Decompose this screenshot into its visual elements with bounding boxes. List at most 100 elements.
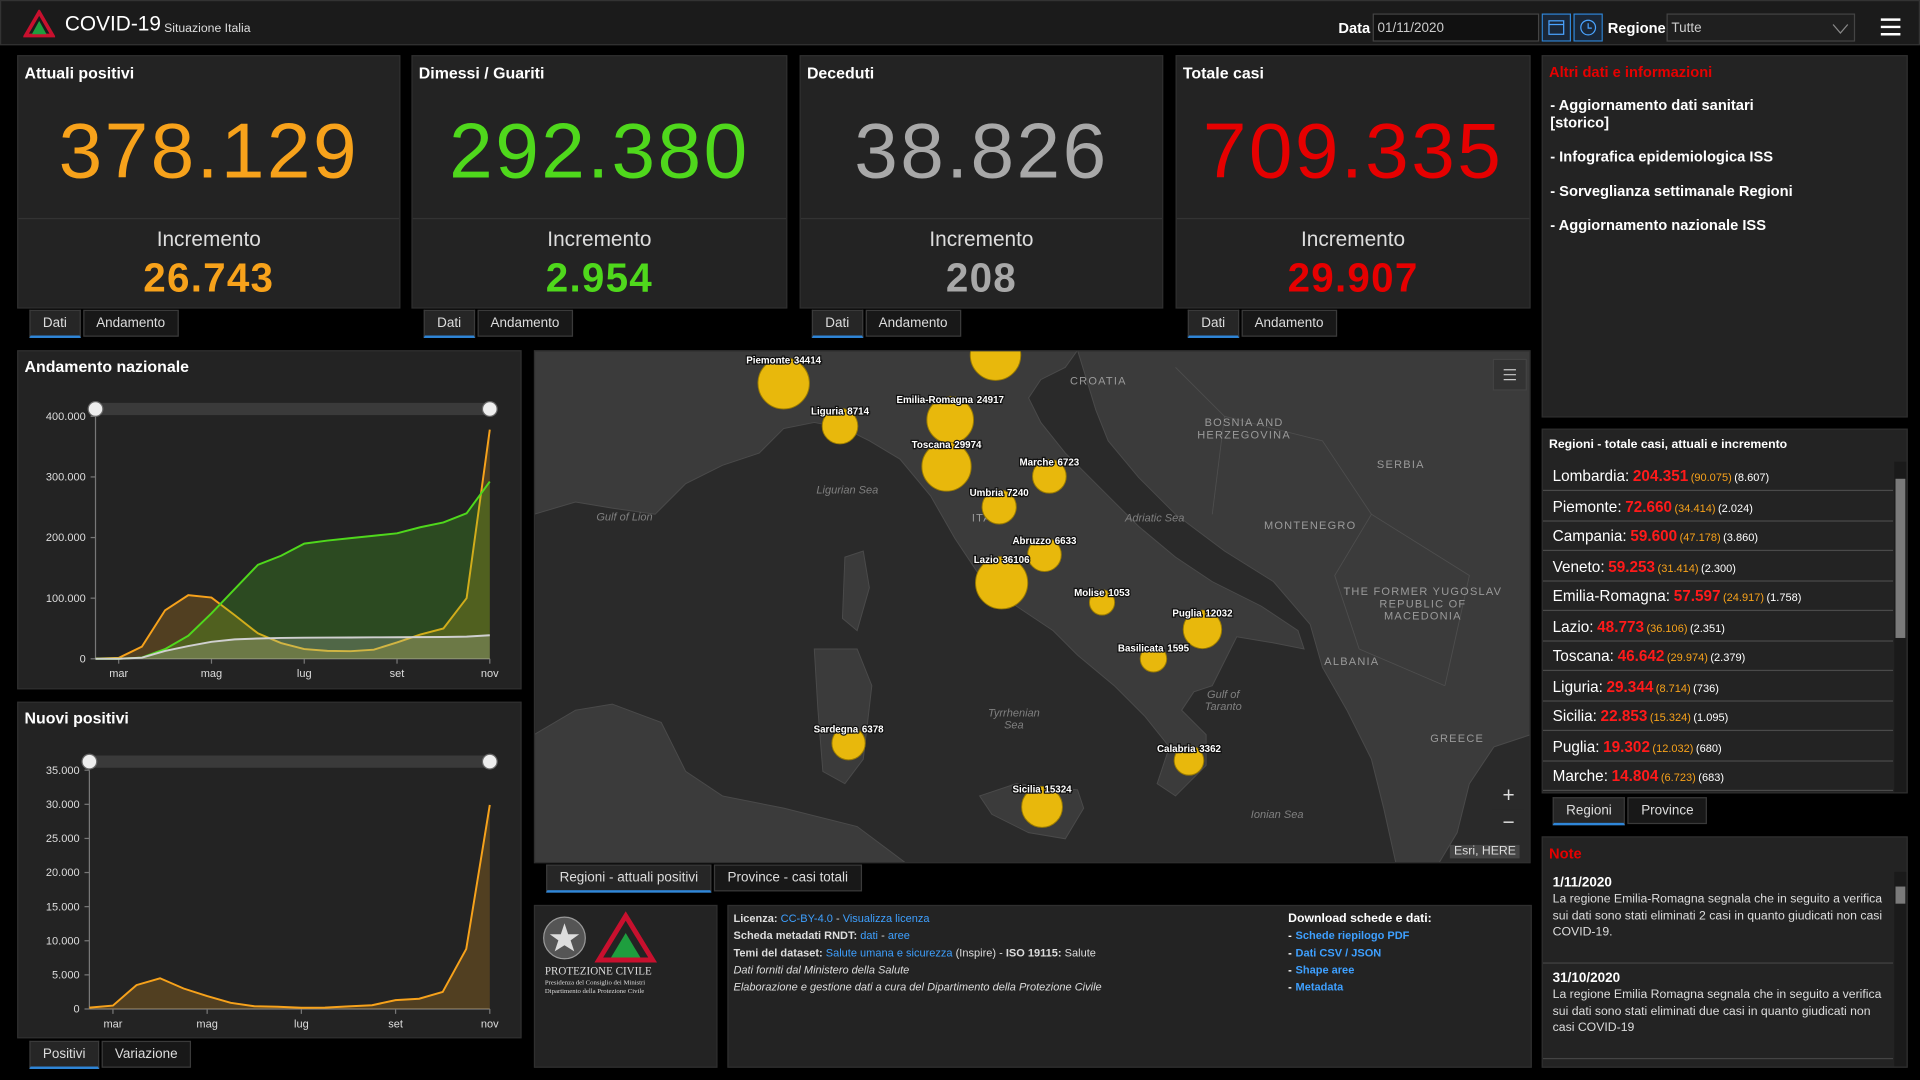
bubble-label: Emilia-Romagna 24917	[896, 395, 1004, 406]
license-link[interactable]: CC-BY-4.0	[780, 912, 833, 925]
bubble-value: 24917	[977, 395, 1005, 406]
date-input[interactable]: 01/11/2020	[1372, 13, 1540, 42]
tab-bar: Regioni Province	[1552, 797, 1710, 826]
bubble-name: Marche	[1020, 458, 1055, 469]
download-link[interactable]: Dati CSV / JSON	[1295, 946, 1382, 959]
tab[interactable]: Andamento	[477, 309, 573, 337]
bubble-value: 3362	[1199, 744, 1221, 755]
license-text: Temi del dataset:	[733, 946, 826, 959]
region-total: 19.302	[1603, 737, 1650, 755]
bubble-value: 29974	[954, 440, 982, 451]
license-text: -	[832, 912, 843, 925]
tab[interactable]: Andamento	[865, 309, 962, 337]
zoom-button[interactable]: −	[1492, 809, 1525, 837]
x-tick-label: set	[390, 668, 405, 680]
region-bubble	[975, 556, 1029, 610]
bubble-value: 6633	[1055, 536, 1077, 547]
license-link[interactable]: dati	[860, 929, 879, 942]
info-link[interactable]: - Aggiornamento dati sanitari [storico]	[1550, 96, 1754, 132]
info-link[interactable]: - Aggiornamento nazionale ISS	[1550, 216, 1767, 234]
region-bubble	[1139, 645, 1168, 673]
bubble-label: Liguria 8714	[811, 406, 870, 417]
map-label: SERBIA	[1377, 459, 1425, 471]
tab[interactable]: Regioni - attuali positivi	[546, 864, 712, 893]
x-tick-label: mag	[196, 1018, 217, 1030]
legend-button[interactable]	[1492, 358, 1527, 391]
license-link[interactable]: aree	[887, 929, 910, 942]
tab[interactable]: Dati	[423, 309, 475, 338]
region-row: Emilia-Romagna: 57.597 (24.917) (1.758)	[1542, 582, 1894, 612]
license-text: -	[878, 929, 888, 942]
bubble-label: Piemonte 34414	[746, 356, 821, 367]
info-link[interactable]: - Sorveglianza settimanale Regioni	[1550, 182, 1793, 200]
download-item: - Schede riepilogo PDF	[1288, 929, 1409, 941]
region-active: (31.414)	[1657, 561, 1699, 574]
card-value: 292.380	[449, 106, 750, 195]
series-line	[89, 804, 491, 1009]
bubble-value: 7240	[1007, 488, 1029, 499]
tab[interactable]: Variazione	[101, 1040, 192, 1068]
tab[interactable]: Province	[1627, 797, 1708, 825]
license-text: Licenza:	[733, 912, 781, 925]
info-link[interactable]: - Infografica epidemiologica ISS	[1550, 148, 1774, 166]
license-link[interactable]: Salute umana e sicurezza	[825, 946, 953, 959]
region-label: Regione	[1607, 19, 1666, 37]
region-row: Piemonte: 72.660 (34.414) (2.024)	[1542, 492, 1894, 522]
zoom-button[interactable]: +	[1492, 782, 1525, 810]
select-arrow	[1832, 24, 1849, 35]
tab[interactable]: Positivi	[29, 1040, 99, 1069]
map-label: Gulf of Lion	[596, 511, 652, 523]
map-label: MONTENEGRO	[1264, 520, 1356, 532]
card-divider	[800, 217, 1163, 220]
region-total: 29.344	[1606, 677, 1654, 695]
notes-panel: Note 1/11/2020 La regione Emilia-Romagna s…	[1541, 836, 1908, 1068]
increment-label: Incremento	[547, 227, 652, 252]
regions-panel: Regioni - totale casi, attuali e increme…	[1541, 428, 1908, 794]
date-buttons[interactable]	[1541, 13, 1603, 42]
bubble-name: Puglia	[1172, 608, 1202, 619]
tab[interactable]: Province - casi totali	[714, 864, 862, 892]
license-link[interactable]: Visualizza licenza	[842, 912, 930, 925]
tab[interactable]: Regioni	[1552, 797, 1626, 826]
download-item: - Metadata	[1288, 981, 1343, 993]
scroll-thumb[interactable]	[1895, 886, 1906, 904]
bubble-label: Basilicata 1595	[1118, 644, 1190, 655]
region-name: Liguria:	[1552, 677, 1603, 695]
download-link[interactable]: Schede riepilogo PDF	[1295, 929, 1410, 942]
download-link[interactable]: Shape aree	[1295, 963, 1355, 976]
region-row: Liguria: 29.344 (8.714) (736)	[1542, 672, 1894, 702]
series-line	[95, 480, 491, 660]
region-increment: (2.379)	[1710, 651, 1746, 664]
tab[interactable]: Dati	[811, 309, 863, 338]
map[interactable]: CROATIA BOSNIA AND HERZEGOVINA SERBIA Liguri…	[534, 350, 1531, 863]
region-increment: (1.758)	[1766, 591, 1802, 604]
download-link[interactable]: Metadata	[1295, 980, 1344, 994]
map-label-line: Adriatic Sea	[1124, 513, 1184, 525]
y-tick-label: 5.000	[52, 970, 80, 982]
y-tick-label: 15.000	[46, 901, 80, 913]
map-label: Ionian Sea	[1251, 809, 1304, 821]
bullet: -	[1288, 946, 1292, 959]
tab[interactable]: Dati	[29, 309, 81, 338]
tab[interactable]: Andamento	[82, 309, 179, 337]
app-subtitle: Situazione Italia	[164, 22, 251, 36]
bubble-label: Toscana 29974	[912, 440, 982, 451]
map-label-line: Tyrrhenian	[988, 707, 1040, 719]
tab[interactable]: Andamento	[1241, 309, 1337, 337]
tab[interactable]: Dati	[1187, 309, 1239, 338]
bubble-value: 1053	[1108, 588, 1130, 599]
bubble-name: Calabria	[1157, 744, 1196, 755]
y-tick-label: 20.000	[46, 867, 80, 879]
region-select[interactable]: Tutte	[1666, 13, 1856, 42]
bubble-name: Molise	[1074, 588, 1105, 599]
y-tick-label: 10.000	[46, 935, 80, 947]
map-label: Gulf of Taranto	[1205, 689, 1242, 713]
region-total: 59.600	[1630, 527, 1678, 545]
menu-button[interactable]	[1880, 17, 1902, 37]
download-item: - Shape aree	[1288, 964, 1354, 976]
scroll-thumb[interactable]	[1895, 478, 1906, 638]
region-name: Piemonte:	[1552, 497, 1622, 515]
bubble-label: Sicilia 15324	[1012, 785, 1072, 796]
map-label: BOSNIA AND HERZEGOVINA	[1197, 417, 1291, 441]
